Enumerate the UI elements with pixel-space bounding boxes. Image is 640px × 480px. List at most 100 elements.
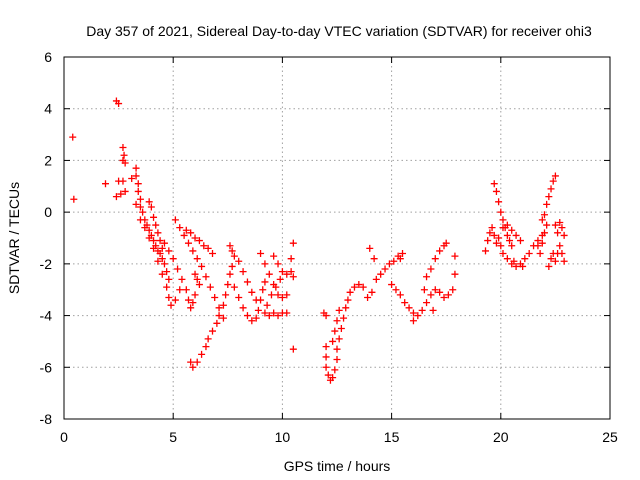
data-point [322,363,330,371]
data-point [69,133,77,141]
data-point [409,317,417,325]
data-point [534,242,542,250]
data-point [451,252,459,260]
data-point [189,299,197,307]
data-point [134,180,142,188]
data-point [392,286,400,294]
data-point [488,224,496,232]
data-point [368,288,376,296]
data-point [399,250,407,258]
data-point [423,273,431,281]
data-point [226,270,234,278]
data-point [261,309,269,317]
data-point [503,231,511,239]
data-point [182,226,190,234]
data-point [117,190,125,198]
data-point [283,270,291,278]
data-point [558,250,566,258]
data-point [141,224,149,232]
data-point [366,244,374,252]
y-tick-label: -4 [40,308,53,324]
y-tick-label: -6 [40,359,53,375]
data-point [344,296,352,304]
data-point [219,314,227,322]
data-point [560,231,568,239]
data-point [178,275,186,283]
data-point [193,275,201,283]
data-point [191,270,199,278]
data-point [101,180,109,188]
data-point [289,273,297,281]
data-point [409,309,417,317]
data-point [191,234,199,242]
data-point [274,291,282,299]
data-point [322,353,330,361]
data-point [128,175,136,183]
data-point [519,262,527,270]
data-point [364,293,372,301]
data-point [414,312,422,320]
data-point [490,180,498,188]
data-point [182,286,190,294]
data-point [160,260,168,268]
data-point [427,291,435,299]
data-point [346,288,354,296]
data-point [499,216,507,224]
data-point [283,291,291,299]
data-point [333,356,341,364]
data-point [547,185,555,193]
data-point [329,337,337,345]
data-point [215,312,223,320]
data-point [495,198,503,206]
data-point [510,257,518,265]
data-point [252,296,260,304]
data-point [206,283,214,291]
data-point [187,358,195,366]
data-point [451,270,459,278]
data-point [289,239,297,247]
data-point [401,299,409,307]
data-point [119,144,127,151]
data-point [219,301,227,309]
data-point [136,216,144,224]
data-point [482,247,490,255]
data-point [235,293,243,301]
data-point [174,265,182,273]
data-point [333,345,341,353]
data-point [235,257,243,265]
data-point [506,237,514,245]
data-point [359,283,367,291]
y-tick-label: 4 [44,101,52,117]
data-point [189,247,197,255]
data-point [525,250,533,258]
data-point [551,221,559,229]
data-point [134,187,142,195]
data-point [283,309,291,317]
data-point [154,257,162,265]
data-point [154,229,162,237]
data-point [490,231,498,239]
data-point [195,281,203,289]
data-point [180,231,188,239]
data-point [176,224,184,232]
y-tick-label: 0 [44,204,52,220]
data-point [499,250,507,258]
data-point [497,208,505,216]
data-point [209,327,217,335]
data-point [248,288,256,296]
data-point [119,177,127,185]
data-point [112,193,120,201]
data-point [495,234,503,242]
data-point [381,265,389,273]
data-point [484,237,492,245]
data-point [243,278,251,286]
data-point [145,234,153,242]
data-point [139,208,147,216]
data-point [340,314,348,322]
data-point [193,358,201,366]
data-point [169,255,177,263]
data-point [342,304,350,312]
data-point [209,250,217,258]
data-point [427,265,435,273]
data-point [278,268,286,276]
